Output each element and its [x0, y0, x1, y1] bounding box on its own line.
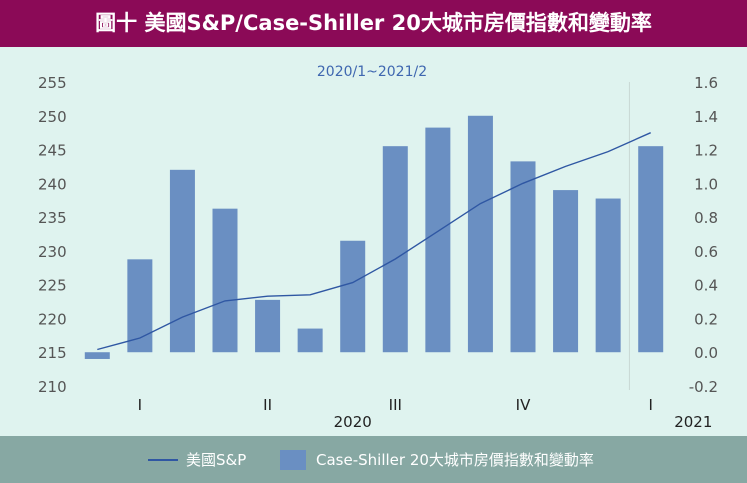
bar-month-14	[638, 146, 664, 353]
bar-month-7	[340, 240, 366, 353]
y-right-tick-label: 1.6	[694, 74, 718, 92]
y-right-tick-label: 0.6	[694, 243, 718, 261]
x-quarter-label: IV	[516, 396, 531, 414]
x-year-label: 2020	[334, 413, 372, 431]
bar-month-11	[510, 161, 536, 353]
bar-month-12	[553, 190, 579, 353]
y-right-tick-label: 1.4	[694, 108, 718, 126]
legend-bar-label: Case-Shiller 20大城市房價指數和變動率	[316, 451, 594, 469]
chart-svg: 2020/1~2021/2 210 215 220 225 230 235 240 245 25…	[38, 64, 718, 431]
y-left-tick-label: 235	[38, 209, 67, 227]
y-left-tick-label: 250	[38, 108, 67, 126]
y-left-tick-label: 220	[38, 310, 67, 328]
bar-month-4	[212, 208, 238, 353]
legend-item-bar: Case-Shiller 20大城市房價指數和變動率	[280, 436, 594, 483]
y-right-tick-label: 0.8	[694, 209, 718, 227]
bar-month-13	[595, 198, 621, 353]
y-right-tick-label: 1.0	[694, 175, 718, 193]
bar-month-9	[425, 127, 451, 353]
y-left-tick-label: 245	[38, 142, 67, 160]
x-quarter-label: I	[648, 396, 652, 414]
y-left-tick-label: 230	[38, 243, 67, 261]
x-quarter-label: III	[389, 396, 402, 414]
legend-line-label: 美國S&P	[186, 451, 247, 469]
y-right-tick-label: 1.2	[694, 142, 718, 160]
bar-month-6	[297, 328, 323, 353]
bar-month-10	[467, 115, 493, 353]
line-series-sp	[97, 132, 651, 351]
y-left-tick-label: 210	[38, 378, 67, 396]
y-right-tick-label: -0.2	[689, 378, 718, 396]
chart-title: 圖十 美國S&P/Case-Shiller 20大城市房價指數和變動率	[95, 11, 652, 35]
legend-bar-swatch	[280, 449, 306, 470]
y-left-tick-label: 225	[38, 277, 67, 295]
chart-subtitle: 2020/1~2021/2	[317, 64, 427, 80]
x-quarter-label: I	[138, 396, 142, 414]
bar-month-3	[169, 169, 195, 353]
y-right-tick-label: 0.4	[694, 277, 718, 295]
y-right-tick-label: 0.2	[694, 310, 718, 328]
chart-area: 2020/1~2021/2 210 215 220 225 230 235 240 245 25…	[0, 47, 747, 436]
bar-month-5	[255, 299, 281, 353]
x-quarter-label: II	[263, 396, 272, 414]
y-left-tick-label: 215	[38, 344, 67, 362]
x-year-label: 2021	[674, 413, 712, 431]
y-left-tick-label: 255	[38, 74, 67, 92]
bar-month-2	[127, 259, 153, 353]
legend: 美國S&P Case-Shiller 20大城市房價指數和變動率	[0, 436, 747, 483]
y-left-tick-label: 240	[38, 175, 67, 193]
y-right-tick-label: 0.0	[694, 344, 718, 362]
title-bar: 圖十 美國S&P/Case-Shiller 20大城市房價指數和變動率	[0, 0, 747, 47]
legend-line-swatch	[148, 458, 178, 461]
legend-item-line: 美國S&P	[148, 436, 246, 483]
bar-month-1	[84, 352, 110, 359]
bar-month-8	[382, 146, 408, 353]
